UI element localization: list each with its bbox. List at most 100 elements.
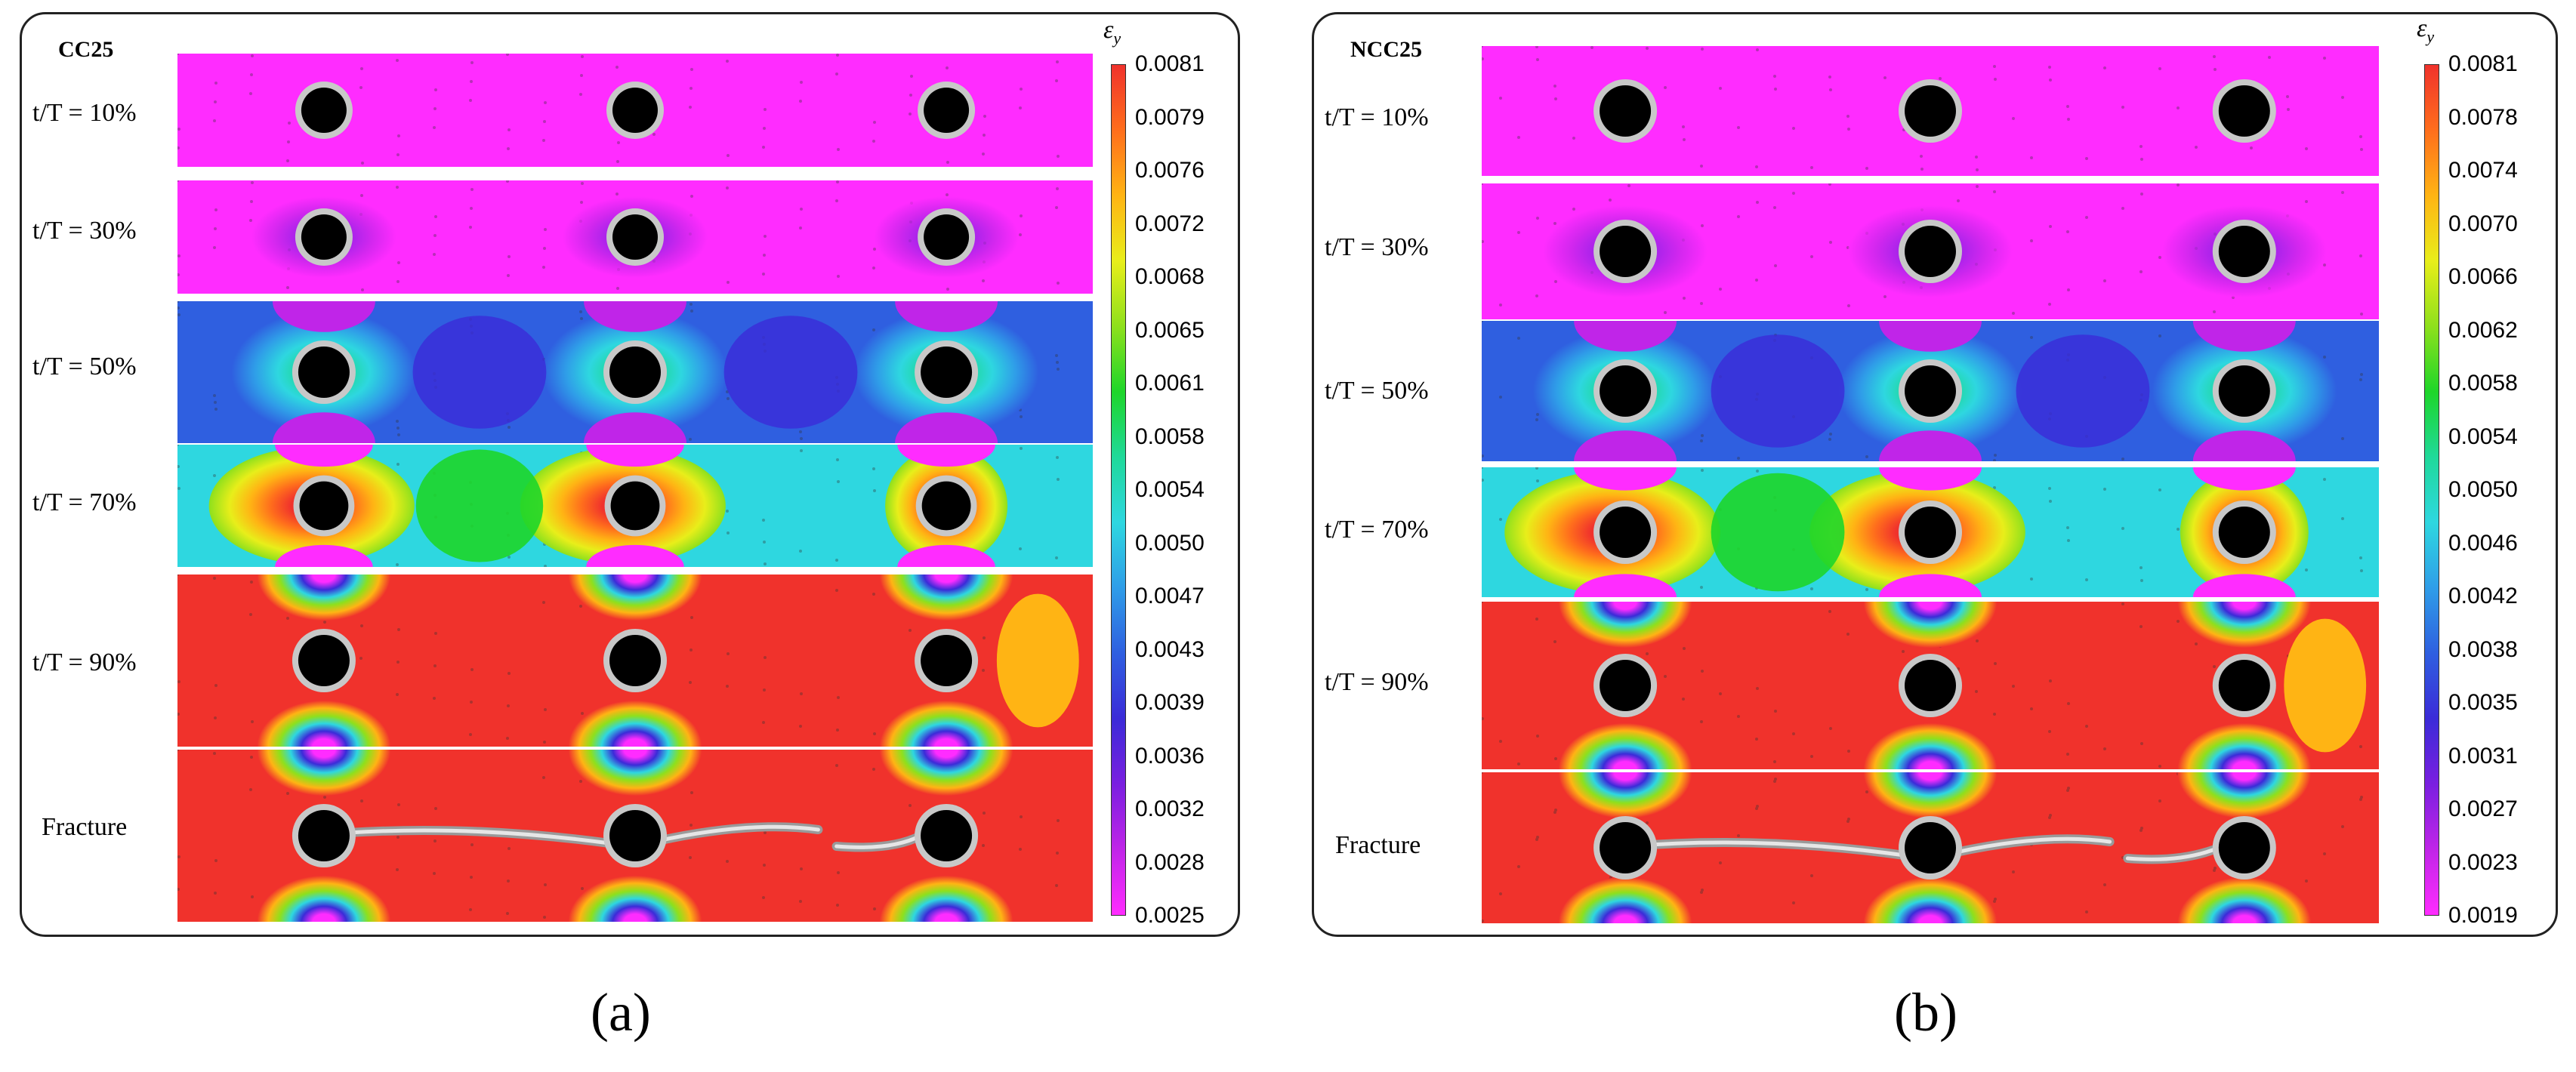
bolt-hole <box>609 810 661 861</box>
colorbar-tick-label: 0.0081 <box>1135 51 1205 76</box>
bolt-hole <box>921 481 971 531</box>
colorbar-tick-label: 0.0072 <box>1135 211 1205 236</box>
caption-a: (a) <box>591 982 651 1043</box>
strain-field-strip <box>1482 602 2379 769</box>
low-strain-zone <box>2192 467 2296 491</box>
low-strain-zone <box>272 301 375 332</box>
strain-field-strip <box>1482 772 2379 923</box>
low-strain-zone <box>1574 430 1677 461</box>
low-strain-zone <box>412 316 547 429</box>
bolt-hole <box>1905 85 1956 137</box>
bolt-hole <box>921 347 973 398</box>
bolt-hole <box>2218 507 2270 558</box>
colorbar-tick-label: 0.0032 <box>1135 796 1205 821</box>
bolt-hole <box>1905 507 1956 558</box>
row-label: t/T = 10% <box>1325 103 1429 131</box>
caption-b: (b) <box>1894 982 1957 1043</box>
low-strain-zone <box>2192 321 2296 352</box>
row-label: t/T = 70% <box>1325 516 1429 544</box>
low-strain-zone <box>1879 430 1982 461</box>
low-strain-zone <box>879 700 1013 747</box>
bolt-hole <box>1600 226 1652 277</box>
low-strain-zone <box>568 875 702 922</box>
low-strain-zone <box>257 700 391 747</box>
low-strain-zone <box>584 301 686 332</box>
low-strain-zone <box>272 412 375 443</box>
bolt-hole <box>299 481 349 531</box>
low-strain-zone <box>1863 722 1998 769</box>
low-strain-zone <box>879 575 1013 621</box>
bolt-hole <box>298 635 350 686</box>
low-strain-zone <box>1574 467 1677 491</box>
low-strain-zone <box>1558 722 1692 769</box>
bolt-hole <box>298 810 350 861</box>
colorbar-tick-label: 0.0065 <box>1135 317 1205 343</box>
bolt-hole <box>924 214 970 260</box>
low-strain-zone <box>1574 574 1677 597</box>
low-strain-zone <box>897 445 995 467</box>
low-strain-zone <box>1558 602 1692 648</box>
strain-concentration-zone <box>2284 618 2367 753</box>
bolt-hole <box>2218 226 2270 277</box>
bolt-hole <box>924 88 970 133</box>
colorbar-tick-label: 0.0019 <box>2448 903 2518 928</box>
low-strain-zone <box>2177 876 2312 923</box>
bolt-hole <box>609 635 661 686</box>
low-strain-zone <box>586 544 684 567</box>
colorbar-tick-label: 0.0047 <box>1135 584 1205 608</box>
colorbar-tick-label: 0.0062 <box>2448 317 2518 343</box>
bolt-hole <box>298 347 350 398</box>
low-strain-zone <box>895 301 998 332</box>
bolt-hole <box>2218 85 2270 137</box>
colorbar-tick-label: 0.0061 <box>1135 371 1205 396</box>
colorbar-tick-label: 0.0025 <box>1135 903 1205 928</box>
row-label: Fracture <box>42 813 128 841</box>
bolt-hole <box>610 481 660 531</box>
colorbar-tick-label: 0.0046 <box>2448 530 2518 556</box>
low-strain-zone <box>275 445 373 467</box>
bolt-hole <box>301 88 347 133</box>
low-strain-zone <box>1711 334 1845 448</box>
bolt-hole <box>1600 365 1652 417</box>
bolt-hole <box>609 347 661 398</box>
colorbar-tick-label: 0.0035 <box>2448 690 2518 715</box>
colorbar-tick-label: 0.0028 <box>1135 849 1205 875</box>
low-strain-zone <box>1574 321 1677 352</box>
colorbar-tick-label: 0.0039 <box>1135 690 1205 715</box>
moderate-strain-zone <box>415 449 544 562</box>
low-strain-zone <box>275 544 373 567</box>
low-strain-zone <box>879 875 1013 922</box>
colorbar-tick-label: 0.0042 <box>2448 584 2518 608</box>
low-strain-zone <box>1558 772 1692 819</box>
low-strain-zone <box>1879 574 1982 597</box>
row-label: t/T = 70% <box>32 488 137 516</box>
bolt-hole <box>301 214 347 260</box>
colorbar-tick-label: 0.0027 <box>2448 796 2518 821</box>
low-strain-zone <box>879 750 1013 796</box>
row-label: t/T = 10% <box>32 99 137 127</box>
row-label: t/T = 50% <box>1325 377 1429 405</box>
colorbar-tick-label: 0.0058 <box>2448 371 2518 396</box>
bolt-hole <box>1905 822 1956 873</box>
row-label: t/T = 50% <box>32 353 137 380</box>
row-label: t/T = 90% <box>1325 668 1429 696</box>
low-strain-zone <box>257 875 391 922</box>
panel-title: CC25 <box>58 37 114 62</box>
low-strain-zone <box>1863 772 1998 819</box>
colorbar-tick-label: 0.0023 <box>2448 849 2518 875</box>
bolt-hole <box>921 635 973 686</box>
low-strain-zone <box>2016 334 2150 448</box>
low-strain-zone <box>2177 772 2312 819</box>
low-strain-zone <box>2192 430 2296 461</box>
bolt-hole <box>1905 226 1956 277</box>
strain-field-strip <box>177 54 1093 167</box>
bolt-hole <box>1600 660 1652 711</box>
low-strain-zone <box>257 750 391 796</box>
low-strain-zone <box>257 575 391 621</box>
bolt-hole <box>1600 507 1652 558</box>
bolt-hole <box>2218 822 2270 873</box>
low-strain-zone <box>1879 321 1982 352</box>
strain-field-strip <box>1482 321 2379 461</box>
row-label: Fracture <box>1335 831 1421 859</box>
bolt-hole <box>921 810 973 861</box>
